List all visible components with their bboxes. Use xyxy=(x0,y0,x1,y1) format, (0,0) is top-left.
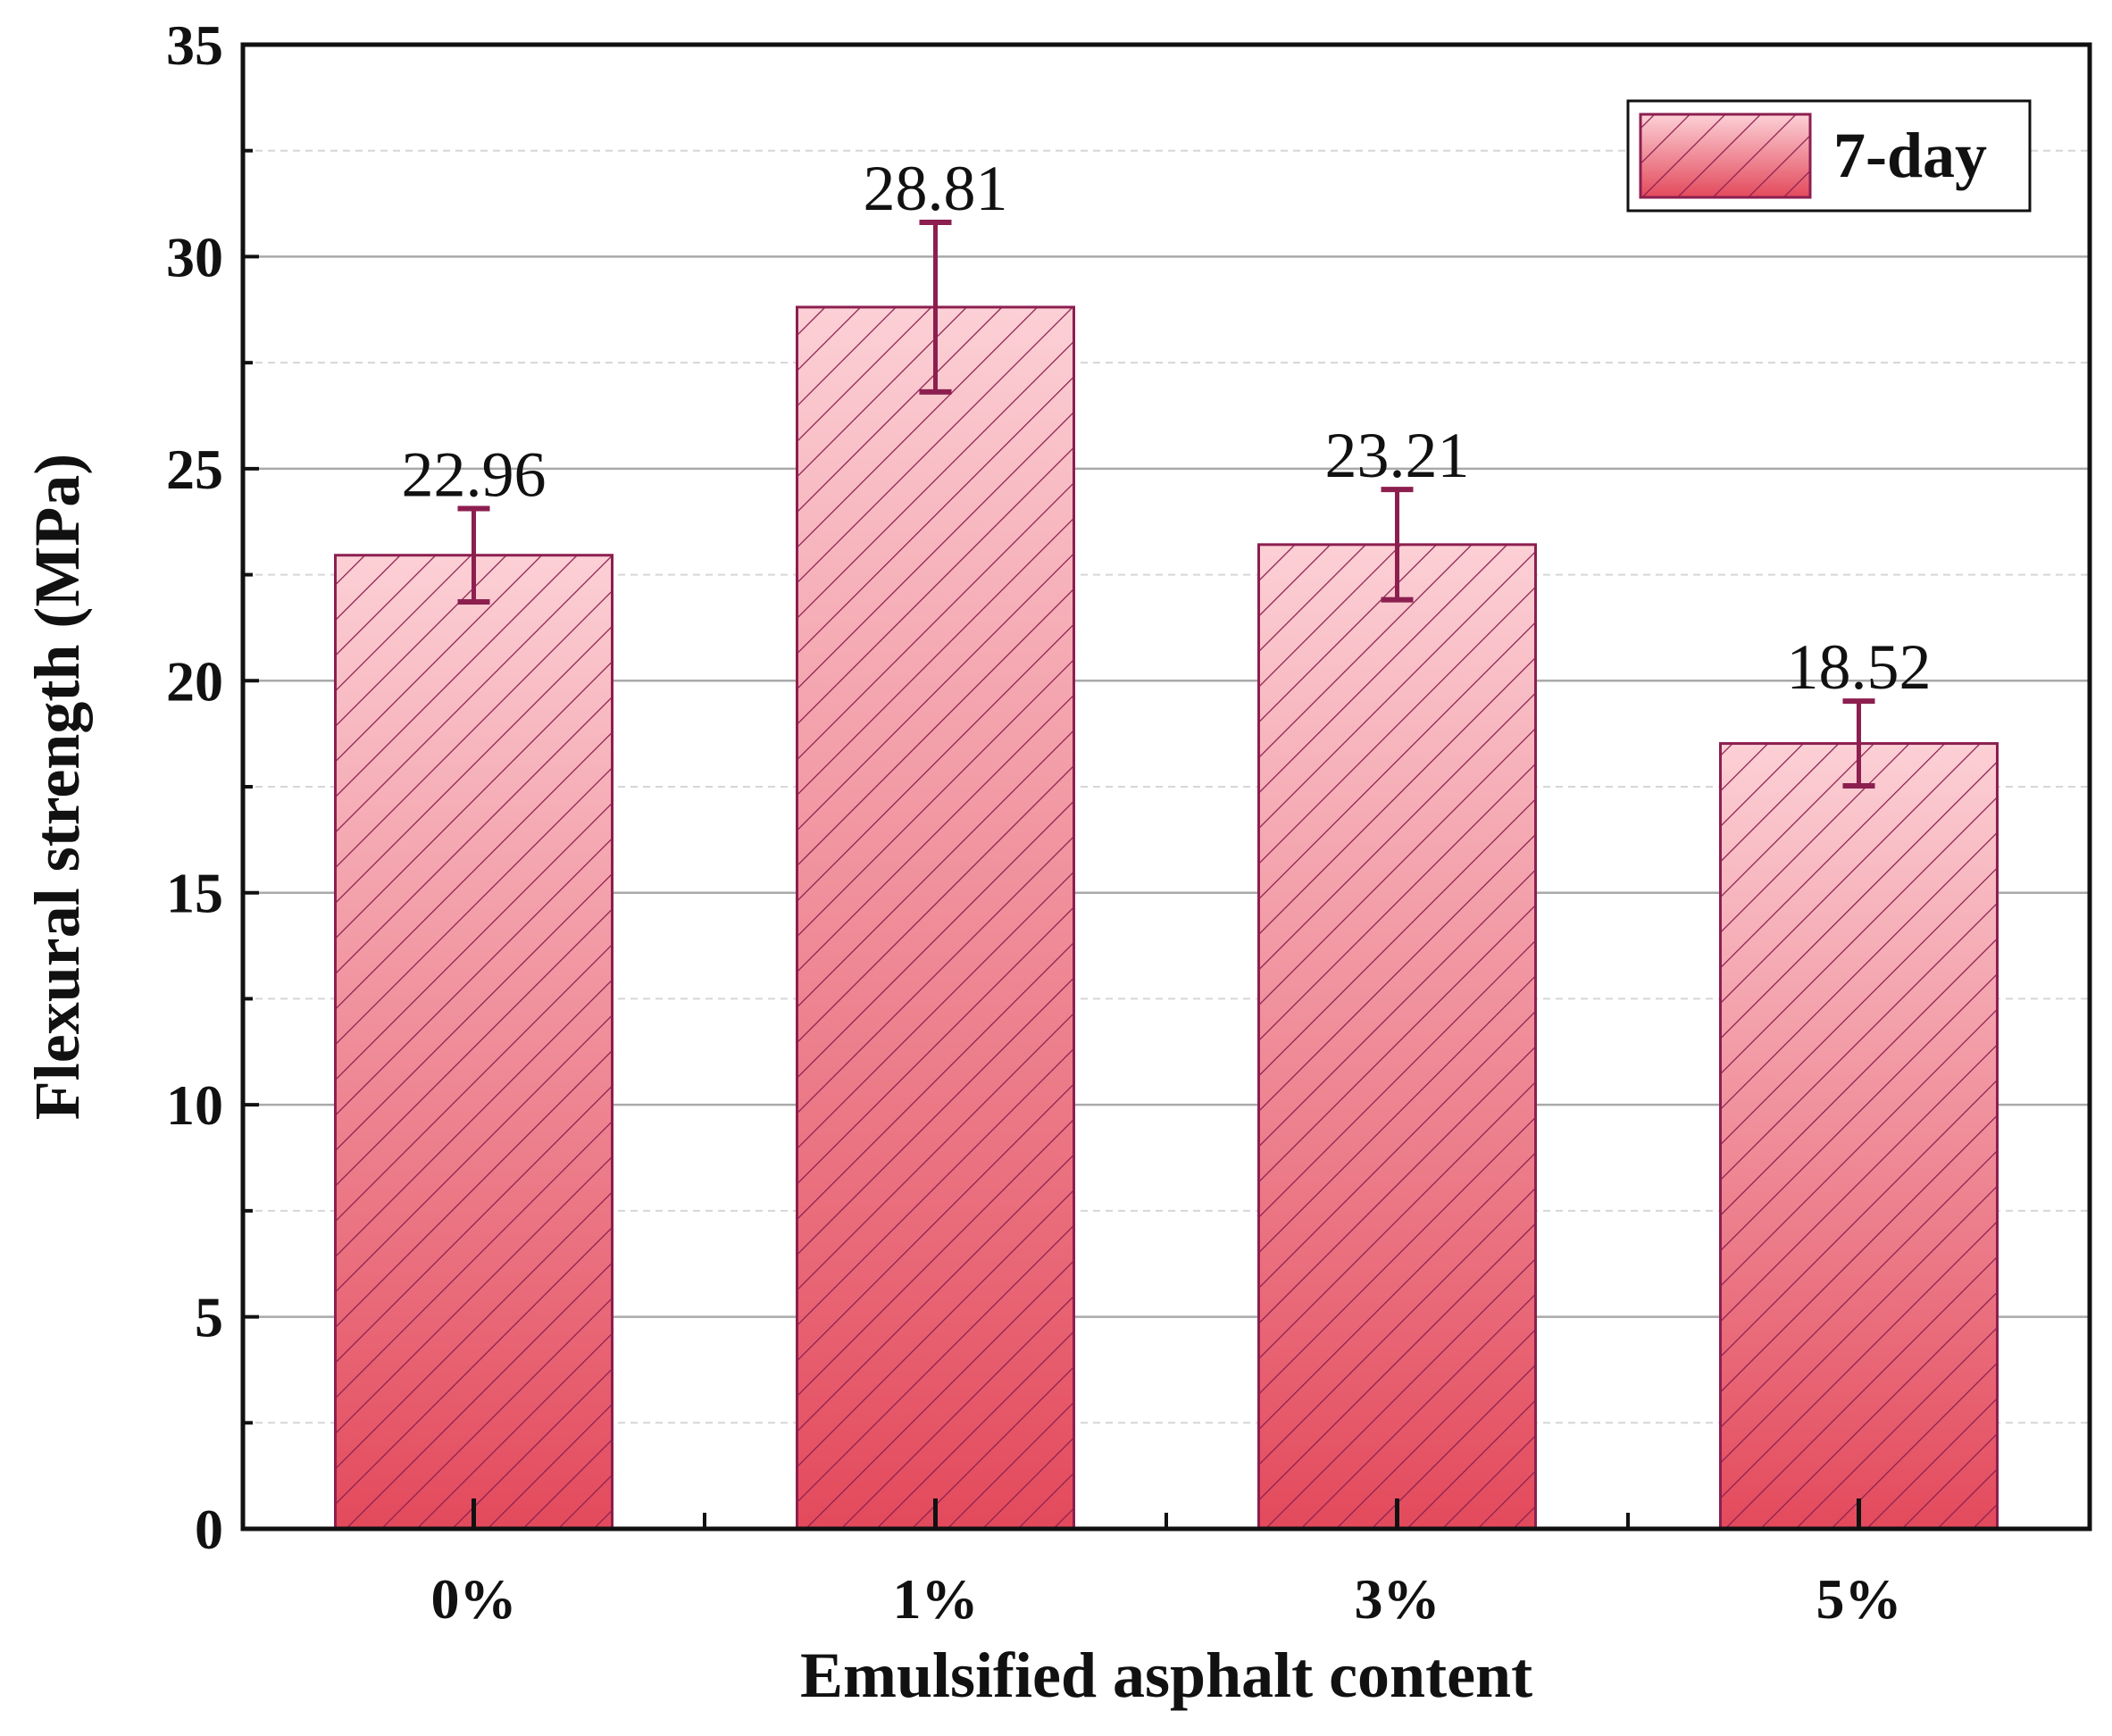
y-axis-ticks: 0 5 10 15 20 25 30 35 xyxy=(166,13,259,1561)
legend-label: 7-day xyxy=(1833,120,1987,191)
error-bars xyxy=(457,219,1875,789)
legend-swatch-hatch xyxy=(1639,113,1812,199)
x-tick-label: 1% xyxy=(893,1567,979,1631)
y-tick-label: 20 xyxy=(166,649,223,713)
x-axis-ticks: 0% 1% 3% 5% xyxy=(431,1498,1902,1631)
y-tick-label: 5 xyxy=(195,1286,223,1349)
data-label: 23.21 xyxy=(1325,420,1470,491)
data-labels: 22.96 28.81 23.21 18.52 xyxy=(402,153,1932,703)
data-label: 22.96 xyxy=(402,438,547,510)
y-tick-label: 0 xyxy=(195,1498,223,1561)
y-axis-title: Flexural strength (MPa) xyxy=(21,454,93,1121)
x-tick-label: 0% xyxy=(431,1567,517,1631)
x-tick-label: 5% xyxy=(1816,1567,1902,1631)
legend: 7-day xyxy=(1626,99,2032,213)
bar-hatch-0% xyxy=(334,554,614,1531)
y-tick-label: 30 xyxy=(166,225,223,288)
data-label: 18.52 xyxy=(1787,631,1932,703)
bar-hatch-5% xyxy=(1719,742,1999,1531)
x-axis-title: Emulsified asphalt content xyxy=(800,1640,1532,1711)
y-tick-label: 25 xyxy=(166,438,223,501)
x-tick-label: 3% xyxy=(1355,1567,1440,1631)
data-label: 28.81 xyxy=(864,153,1008,224)
y-tick-label: 35 xyxy=(166,13,223,77)
bar-hatch-3% xyxy=(1257,543,1537,1531)
y-tick-label: 15 xyxy=(166,862,223,925)
bar-hatch-1% xyxy=(796,305,1075,1531)
bars xyxy=(334,305,1999,1531)
y-tick-label: 10 xyxy=(166,1073,223,1137)
